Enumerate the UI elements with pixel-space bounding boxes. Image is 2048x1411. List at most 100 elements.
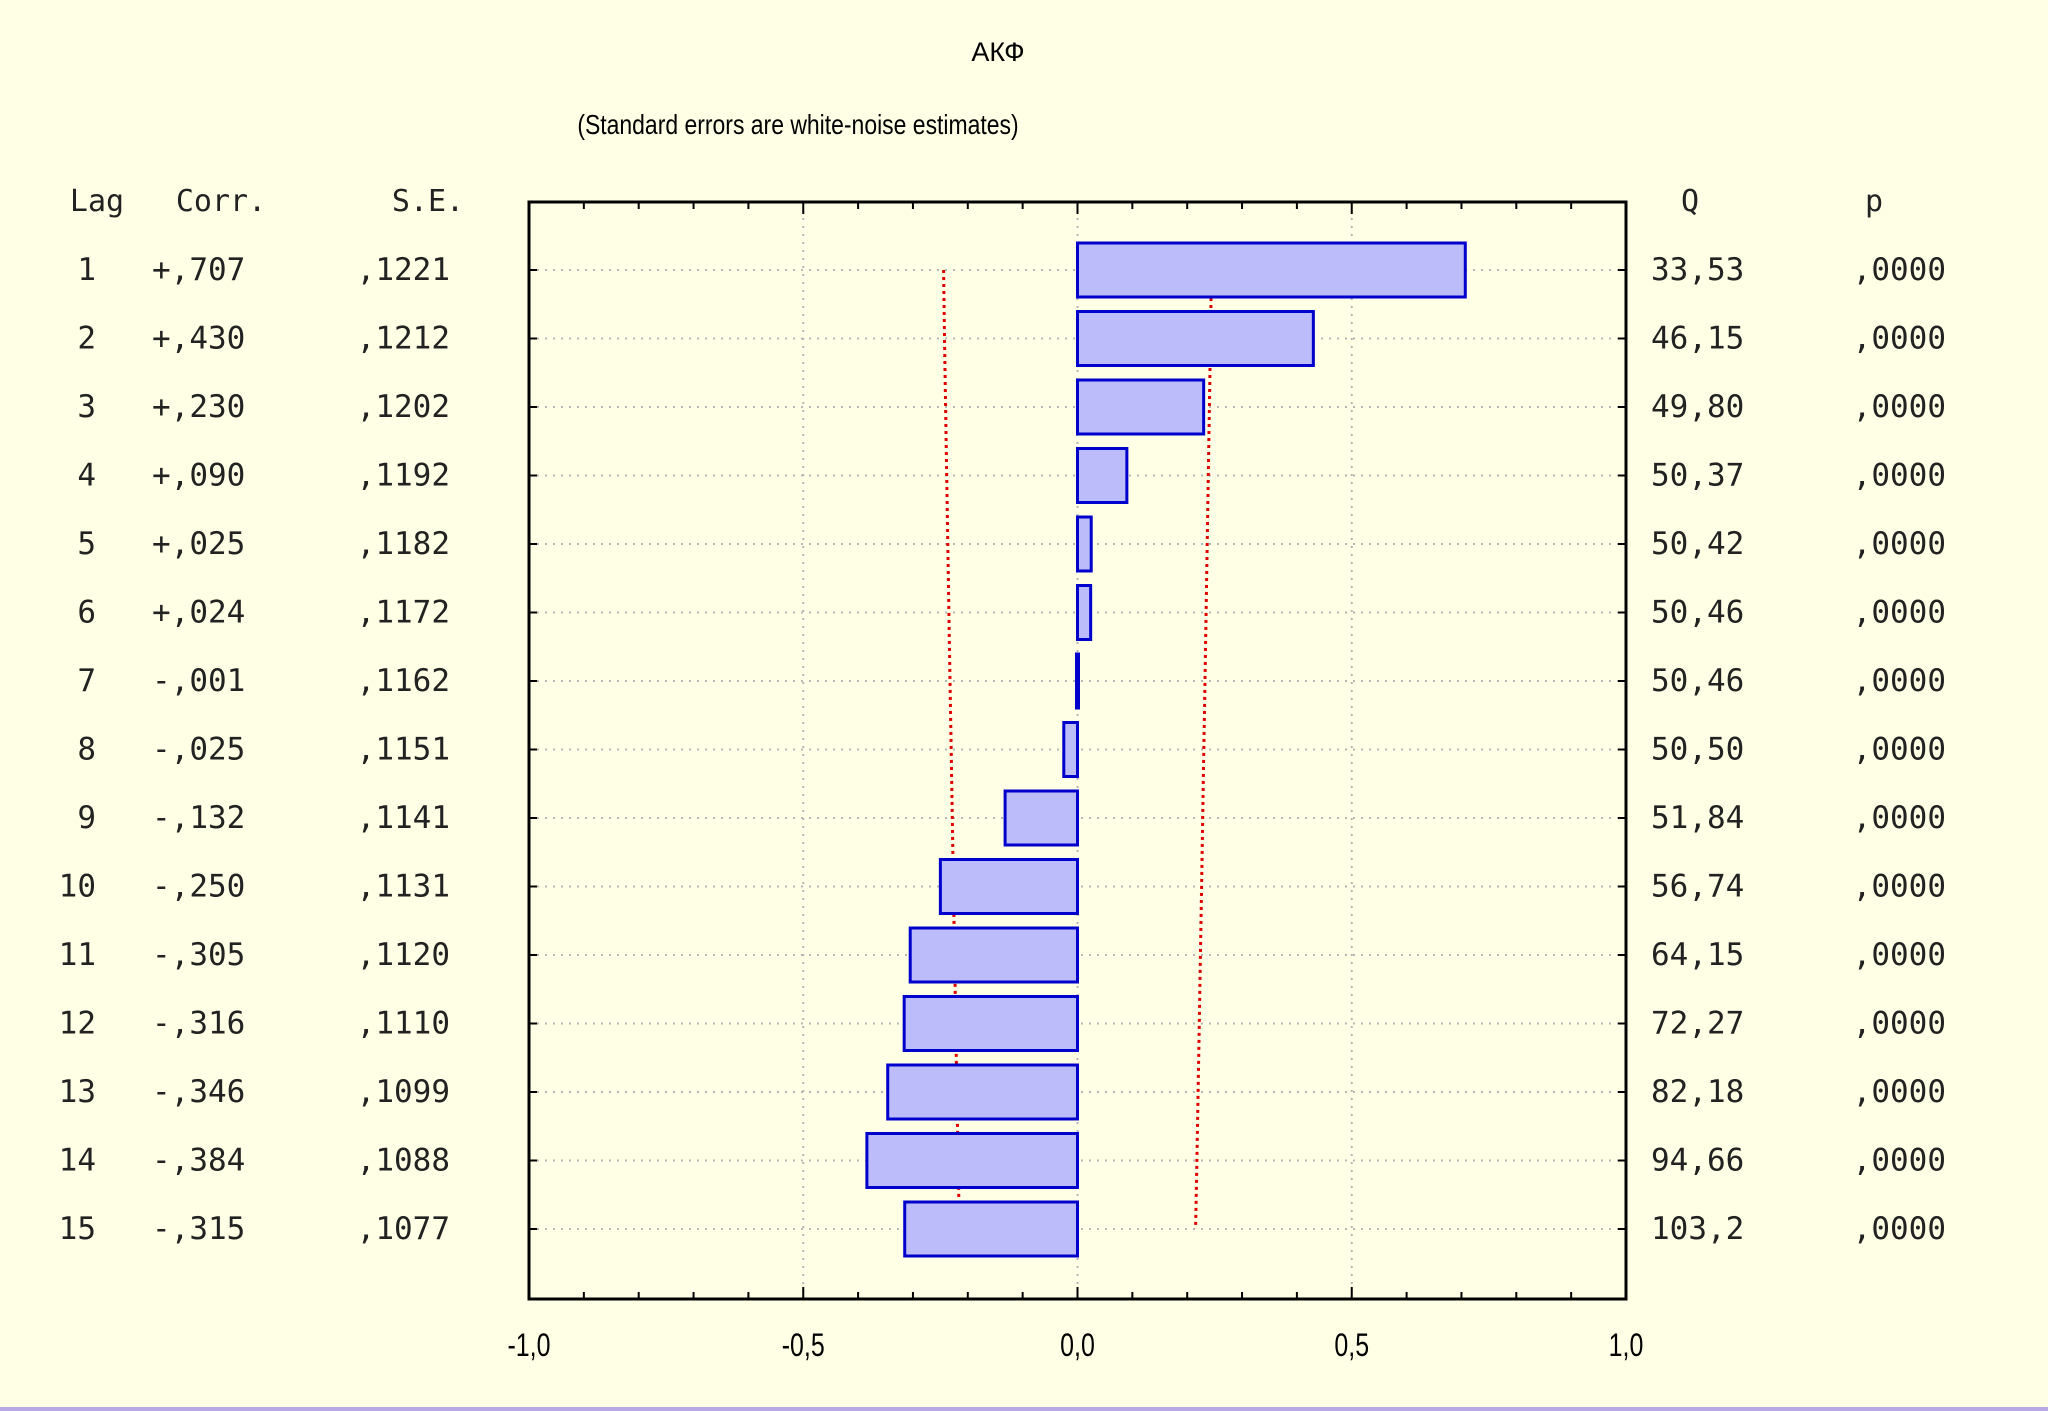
- bar-lag-3: [1076, 378, 1206, 436]
- corr-value: -,250: [152, 869, 245, 905]
- q-value: 50,42: [1651, 526, 1744, 562]
- lag-label: 7: [77, 663, 96, 699]
- q-value: 33,53: [1651, 252, 1744, 288]
- corr-value: -,316: [152, 1006, 245, 1042]
- upper-confidence-line: [1194, 269, 1213, 1230]
- se-value: ,1162: [357, 663, 450, 699]
- se-value: ,1182: [357, 526, 450, 562]
- p-value: ,0000: [1853, 1006, 1946, 1042]
- bar-lag-8: [1062, 721, 1079, 778]
- se-value: ,1077: [357, 1211, 450, 1247]
- lag-label: 1: [77, 252, 96, 288]
- bar-lag-2: [1076, 310, 1315, 367]
- lag-label: 2: [77, 321, 96, 357]
- p-value: ,0000: [1853, 869, 1946, 905]
- se-value: ,1221: [357, 252, 450, 288]
- corr-value: -,315: [152, 1211, 245, 1247]
- bar-lag-14: [865, 1132, 1079, 1189]
- corr-value: -,132: [152, 800, 245, 836]
- corr-value: -,384: [152, 1143, 245, 1179]
- corr-value: -,001: [152, 663, 245, 699]
- p-value: ,0000: [1853, 937, 1946, 973]
- x-tick-label: -1,0: [507, 1328, 550, 1364]
- q-value: 51,84: [1651, 800, 1744, 836]
- corr-value: +,430: [152, 321, 245, 357]
- corr-value: +,230: [152, 389, 245, 425]
- corr-value: +,024: [152, 595, 245, 631]
- axis-ticks: [528, 202, 1627, 1299]
- lag-label: 10: [59, 869, 96, 905]
- se-value: ,1110: [357, 1006, 450, 1042]
- lag-label: 3: [77, 389, 96, 425]
- correlation-bars: [865, 241, 1467, 1258]
- p-value: ,0000: [1853, 663, 1946, 699]
- header-lag: Lag: [70, 184, 124, 219]
- p-value: ,0000: [1853, 1143, 1946, 1179]
- lag-label: 8: [77, 732, 96, 768]
- se-value: ,1099: [357, 1074, 450, 1110]
- q-value: 50,50: [1651, 732, 1744, 768]
- lag-label: 12: [59, 1006, 96, 1042]
- q-value: 49,80: [1651, 389, 1744, 425]
- p-value: ,0000: [1853, 526, 1946, 562]
- bar-lag-5: [1076, 515, 1093, 573]
- p-value: ,0000: [1853, 252, 1946, 288]
- q-value: 94,66: [1651, 1143, 1744, 1179]
- corr-value: -,305: [152, 937, 245, 973]
- bar-lag-15: [903, 1200, 1079, 1258]
- lag-label: 13: [59, 1074, 96, 1110]
- bar-lag-10: [938, 858, 1079, 915]
- corr-value: +,090: [152, 458, 245, 494]
- p-value: ,0000: [1853, 458, 1946, 494]
- p-value: ,0000: [1853, 321, 1946, 357]
- q-value: 50,37: [1651, 458, 1744, 494]
- header-corr: Corr.: [176, 184, 266, 219]
- x-tick-label: -0,5: [782, 1328, 825, 1364]
- q-value: 103,2: [1651, 1211, 1744, 1247]
- lag-label: 11: [59, 937, 96, 973]
- q-value: 72,27: [1651, 1006, 1744, 1042]
- se-value: ,1212: [357, 321, 450, 357]
- bar-lag-1: [1076, 241, 1467, 299]
- q-value: 64,15: [1651, 937, 1744, 973]
- x-tick-label: 1,0: [1609, 1328, 1644, 1364]
- x-tick-label: 0,0: [1060, 1328, 1095, 1364]
- corr-value: +,707: [152, 252, 245, 288]
- x-axis-tick-labels: -1,0 -0,5 0,0 0,5 1,0: [507, 1328, 1643, 1364]
- bar-lag-9: [1003, 789, 1080, 847]
- lag-label: 5: [77, 526, 96, 562]
- window-bottom-border: [0, 1407, 2048, 1411]
- se-value: ,1192: [357, 458, 450, 494]
- q-value: 56,74: [1651, 869, 1744, 905]
- lag-label: 4: [77, 458, 96, 494]
- q-value: 50,46: [1651, 595, 1744, 631]
- corr-value: -,025: [152, 732, 245, 768]
- corr-value: +,025: [152, 526, 245, 562]
- header-q: Q: [1681, 184, 1699, 219]
- se-value: ,1202: [357, 389, 450, 425]
- se-value: ,1172: [357, 595, 450, 631]
- se-value: ,1088: [357, 1143, 450, 1179]
- lag-label: 6: [77, 595, 96, 631]
- chart-title: АКФ: [971, 37, 1024, 67]
- lag-label: 15: [59, 1211, 96, 1247]
- chart-subtitle: (Standard errors are white-noise estimat…: [577, 110, 1018, 141]
- se-value: ,1131: [357, 869, 450, 905]
- acf-table: 1 +,707 ,1221 33,53 ,0000 2 +,430 ,1212 46,15 ,00…: [59, 252, 1946, 1247]
- bar-lag-13: [886, 1063, 1079, 1121]
- se-value: ,1141: [357, 800, 450, 836]
- se-value: ,1120: [357, 937, 450, 973]
- bar-lag-6: [1076, 584, 1093, 641]
- p-value: ,0000: [1853, 1211, 1946, 1247]
- p-value: ,0000: [1853, 800, 1946, 836]
- p-value: ,0000: [1853, 1074, 1946, 1110]
- p-value: ,0000: [1853, 732, 1946, 768]
- lag-label: 14: [59, 1143, 96, 1179]
- q-value: 50,46: [1651, 663, 1744, 699]
- bar-lag-11: [908, 926, 1080, 984]
- corr-value: -,346: [152, 1074, 245, 1110]
- header-se: S.E.: [392, 184, 464, 219]
- p-value: ,0000: [1853, 389, 1946, 425]
